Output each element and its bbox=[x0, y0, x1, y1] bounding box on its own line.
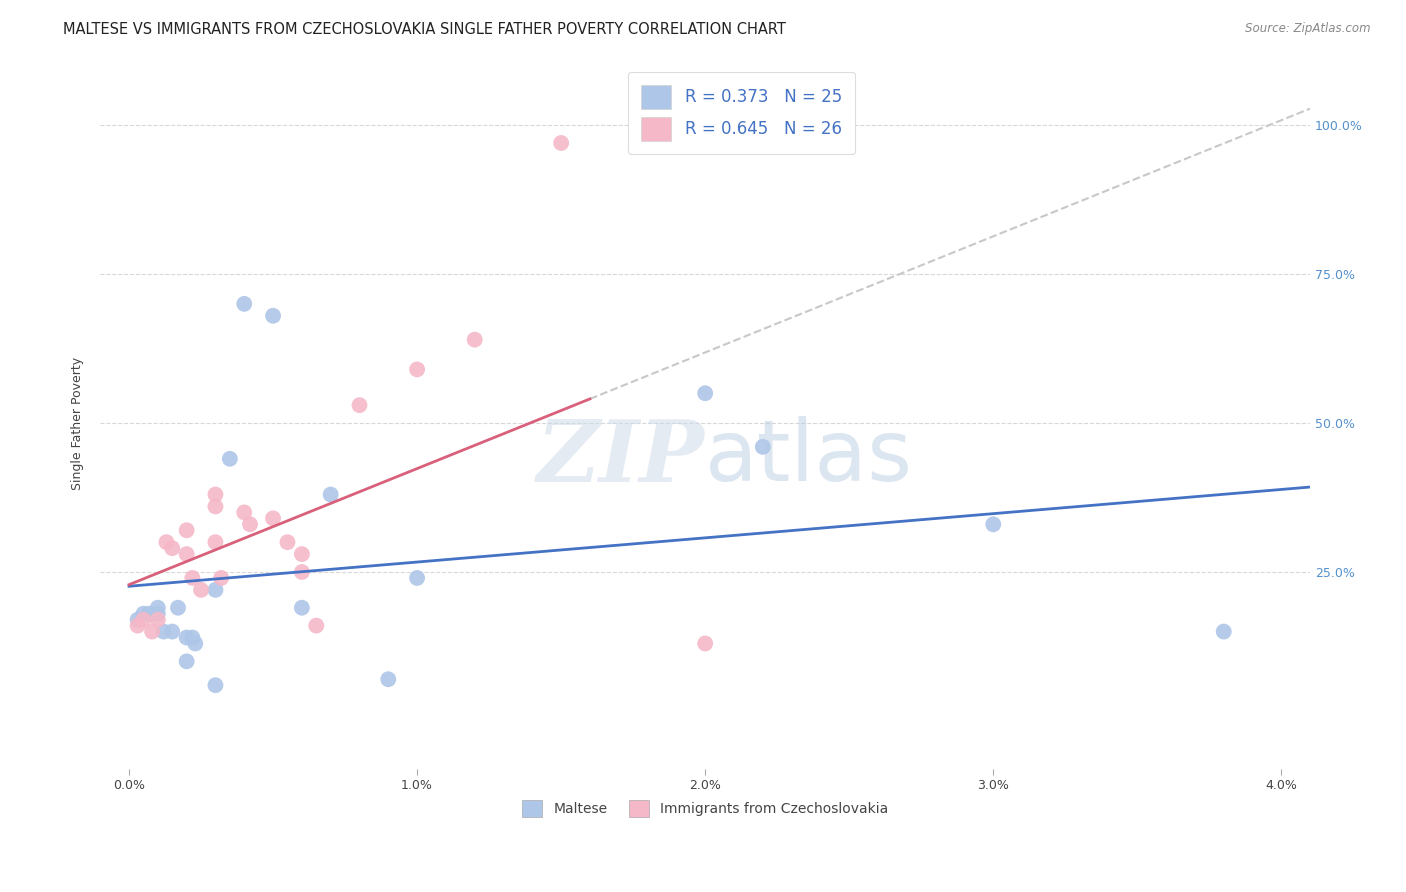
Point bbox=[138, 607, 160, 621]
Point bbox=[176, 631, 198, 645]
Point bbox=[127, 618, 149, 632]
Point bbox=[141, 624, 163, 639]
Point bbox=[155, 535, 177, 549]
Point bbox=[146, 613, 169, 627]
Point bbox=[262, 309, 284, 323]
Text: MALTESE VS IMMIGRANTS FROM CZECHOSLOVAKIA SINGLE FATHER POVERTY CORRELATION CHAR: MALTESE VS IMMIGRANTS FROM CZECHOSLOVAKI… bbox=[63, 22, 786, 37]
Point bbox=[319, 487, 342, 501]
Point bbox=[1212, 624, 1234, 639]
Point bbox=[181, 571, 204, 585]
Point bbox=[406, 571, 429, 585]
Text: atlas: atlas bbox=[706, 416, 912, 500]
Point bbox=[262, 511, 284, 525]
Point bbox=[176, 654, 198, 668]
Point bbox=[127, 613, 149, 627]
Point bbox=[181, 631, 204, 645]
Point bbox=[176, 547, 198, 561]
Point bbox=[233, 505, 256, 519]
Point bbox=[167, 600, 190, 615]
Text: Source: ZipAtlas.com: Source: ZipAtlas.com bbox=[1246, 22, 1371, 36]
Point bbox=[291, 565, 314, 579]
Point bbox=[305, 618, 328, 632]
Point bbox=[276, 535, 298, 549]
Point bbox=[233, 297, 256, 311]
Point bbox=[406, 362, 429, 376]
Point bbox=[377, 672, 399, 686]
Point bbox=[291, 600, 314, 615]
Point bbox=[146, 600, 169, 615]
Point bbox=[160, 624, 183, 639]
Point bbox=[695, 386, 717, 401]
Point bbox=[190, 582, 212, 597]
Point bbox=[349, 398, 371, 412]
Point bbox=[184, 636, 207, 650]
Point bbox=[209, 571, 232, 585]
Point bbox=[146, 607, 169, 621]
Point bbox=[204, 535, 226, 549]
Point bbox=[132, 613, 155, 627]
Point bbox=[204, 582, 226, 597]
Point bbox=[752, 440, 775, 454]
Point bbox=[160, 541, 183, 556]
Point bbox=[204, 678, 226, 692]
Point bbox=[132, 607, 155, 621]
Point bbox=[152, 624, 174, 639]
Text: ZIP: ZIP bbox=[537, 416, 706, 500]
Point bbox=[204, 500, 226, 514]
Point bbox=[981, 517, 1004, 532]
Point bbox=[695, 636, 717, 650]
Point bbox=[218, 451, 240, 466]
Legend: Maltese, Immigrants from Czechoslovakia: Maltese, Immigrants from Czechoslovakia bbox=[515, 793, 896, 824]
Point bbox=[204, 487, 226, 501]
Point bbox=[239, 517, 262, 532]
Y-axis label: Single Father Poverty: Single Father Poverty bbox=[72, 357, 84, 490]
Point bbox=[291, 547, 314, 561]
Point bbox=[176, 523, 198, 537]
Point bbox=[464, 333, 486, 347]
Point bbox=[550, 136, 572, 150]
